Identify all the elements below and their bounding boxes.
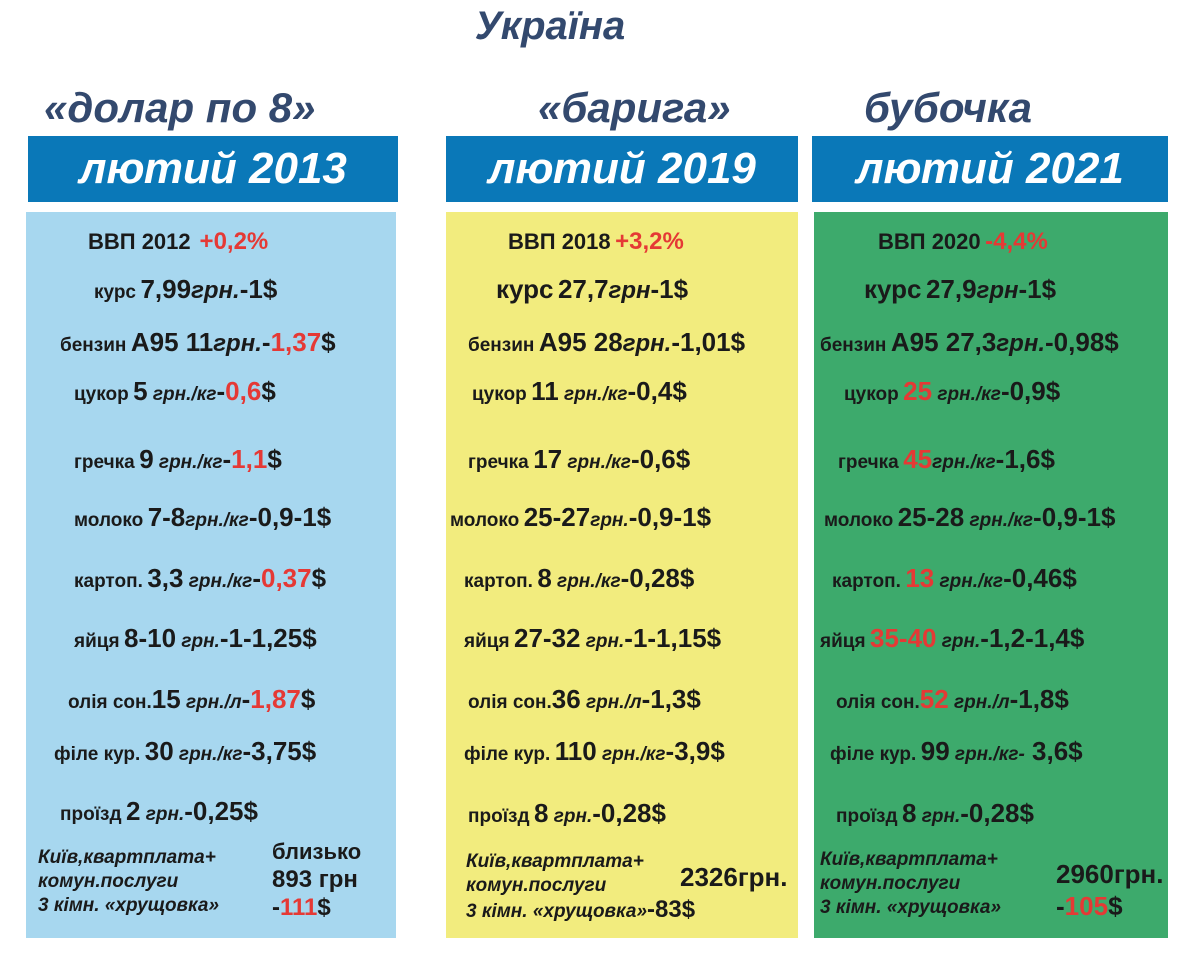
row-oil: олія сон.36 грн./л-1,3$: [468, 684, 701, 714]
row-buckwheat: гречка 17 грн./кг-0,6$: [468, 444, 691, 474]
row-transport: проїзд 2 грн.-0,25$: [60, 796, 258, 826]
nickname-2019: «барига»: [538, 84, 731, 131]
row-milk: молоко 25-28 грн./кг-0,9-1$: [824, 502, 1116, 532]
gdp-row: ВВП 2020 -4,4%: [878, 228, 1048, 255]
row-petrol: бензин А95 27,3грн.-0,98$: [820, 327, 1119, 357]
row-oil: олія сон.52 грн./л-1,8$: [836, 684, 1069, 714]
row-potato: картоп. 8 грн./кг-0,28$: [464, 563, 695, 593]
footer-housing: Київ,квартплата+ комун.послуги 3 кімн. «…: [38, 847, 220, 916]
footer-housing: Київ,квартплата+ комун.послуги 3 кімн. «…: [466, 851, 696, 923]
row-eggs: яйця 27-32 грн.-1-1,15$: [464, 623, 722, 653]
footer-amount: близько 893 грн -111$: [272, 839, 362, 921]
header-2013: лютий 2013: [28, 136, 398, 202]
row-milk: молоко 25-27грн.-0,9-1$: [450, 502, 712, 532]
nickname-2013: «долар по 8»: [44, 84, 316, 131]
row-eggs: яйця 35-40 грн.-1,2-1,4$: [820, 623, 1085, 653]
row-sugar: цукор 5 грн./кг-0,6$: [74, 376, 276, 406]
gdp-row: ВВП 2018 +3,2%: [508, 228, 684, 255]
row-petrol: бензин А95 11грн.-1,37$: [60, 327, 336, 357]
header-2021: лютий 2021: [812, 136, 1168, 202]
row-potato: картоп. 13 грн./кг-0,46$: [832, 563, 1077, 593]
page-title: Україна: [474, 4, 626, 48]
row-chicken: філе кур. 110 грн./кг-3,9$: [464, 736, 725, 766]
row-transport: проїзд 8 грн.-0,28$: [836, 798, 1034, 828]
row-buckwheat: гречка 45грн./кг-1,6$: [838, 444, 1055, 474]
footer-amount: 2960грн. -105$: [1056, 859, 1164, 921]
panel-2019: ВВП 2018 +3,2% курс 27,7грн-1$ бензин А9…: [446, 212, 798, 938]
panel-2013: ВВП 2012 +0,2% курс 7,99грн.-1$ бензин А…: [26, 212, 396, 938]
rate-row: курс 27,9грн-1$: [864, 274, 1057, 304]
row-buckwheat: гречка 9 грн./кг-1,1$: [74, 444, 282, 474]
row-chicken: філе кур. 30 грн./кг-3,75$: [54, 736, 317, 766]
row-petrol: бензин А95 28грн.-1,01$: [468, 327, 746, 357]
rate-row: курс 7,99грн.-1$: [94, 274, 278, 304]
row-eggs: яйця 8-10 грн.-1-1,25$: [74, 623, 317, 653]
row-oil: олія сон.15 грн./л-1,87$: [68, 684, 316, 714]
nickname-2021: бубочка: [864, 84, 1033, 131]
row-sugar: цукор 25 грн./кг-0,9$: [844, 376, 1061, 406]
footer-amount: 2326грн.: [680, 862, 788, 892]
row-transport: проїзд 8 грн.-0,28$: [468, 798, 666, 828]
row-potato: картоп. 3,3 грн./кг-0,37$: [74, 563, 327, 593]
header-2019: лютий 2019: [446, 136, 798, 202]
row-milk: молоко 7-8грн./кг-0,9-1$: [74, 502, 332, 532]
panel-2021: ВВП 2020 -4,4% курс 27,9грн-1$ бензин А9…: [814, 212, 1168, 938]
row-chicken: філе кур. 99 грн./кг- 3,6$: [830, 736, 1083, 766]
rate-row: курс 27,7грн-1$: [496, 274, 689, 304]
gdp-row: ВВП 2012 +0,2%: [88, 228, 269, 255]
footer-housing: Київ,квартплата+ комун.послуги 3 кімн. «…: [820, 849, 1002, 918]
row-sugar: цукор 11 грн./кг-0,4$: [472, 376, 687, 406]
